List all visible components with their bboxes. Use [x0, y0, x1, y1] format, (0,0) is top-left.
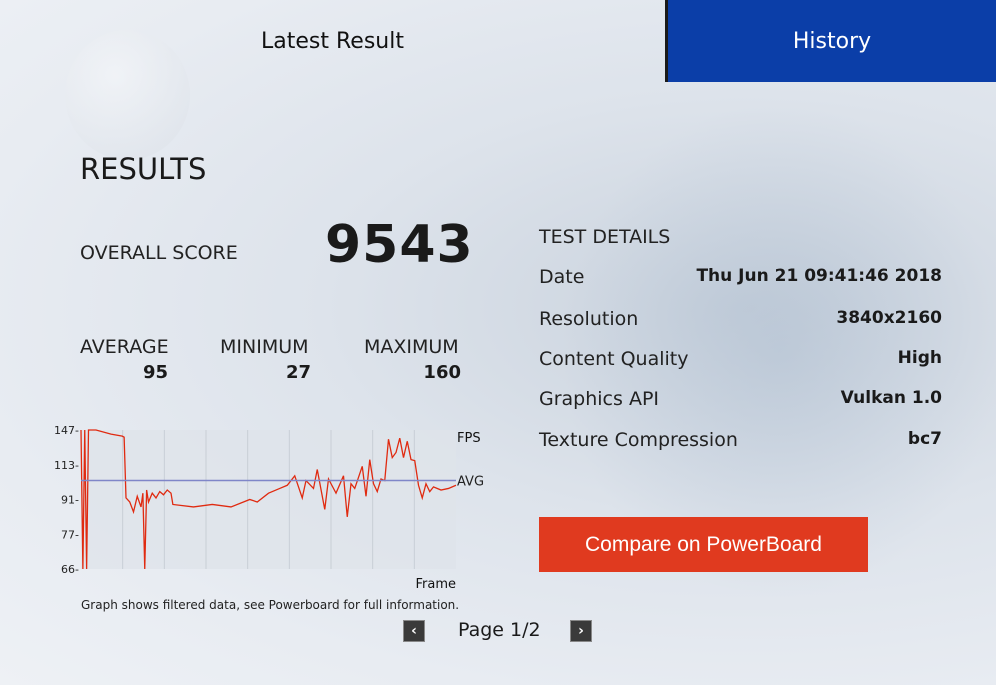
- chevron-right-icon: ›: [578, 623, 584, 639]
- fps-series-line: [80, 429, 457, 570]
- detail-label-date: Date: [539, 266, 585, 288]
- overall-score-value: 9543: [325, 215, 474, 275]
- y-tick-label: 147-: [54, 424, 79, 437]
- detail-value-resolution: 3840x2160: [836, 308, 942, 328]
- balloon-decoration: [65, 30, 190, 160]
- chart-note: Graph shows filtered data, see Powerboar…: [81, 598, 459, 612]
- robot-decoration: [560, 100, 996, 600]
- chevron-left-icon: ‹: [411, 623, 417, 639]
- tab-history[interactable]: History: [665, 0, 996, 82]
- y-tick-label: 113-: [54, 459, 79, 472]
- detail-label-graphics-api: Graphics API: [539, 388, 660, 410]
- detail-label-resolution: Resolution: [539, 308, 639, 330]
- test-details-title: TEST DETAILS: [539, 226, 671, 248]
- page-indicator: Page 1/2: [458, 619, 541, 641]
- avg-label: AVG: [457, 475, 484, 490]
- detail-label-content-quality: Content Quality: [539, 348, 689, 370]
- next-page-button[interactable]: ›: [570, 620, 592, 642]
- detail-value-content-quality: High: [897, 348, 942, 368]
- average-value: 95: [142, 362, 168, 383]
- y-axis-label: FPS: [457, 431, 481, 446]
- minimum-value: 27: [285, 362, 311, 383]
- prev-page-button[interactable]: ‹: [403, 620, 425, 642]
- compare-on-powerboard-button[interactable]: Compare on PowerBoard: [539, 517, 868, 572]
- average-label: AVERAGE: [80, 336, 169, 358]
- detail-value-texture-compression: bc7: [907, 429, 942, 449]
- tab-latest-result[interactable]: Latest Result: [261, 28, 404, 54]
- fps-chart: 147- 113- 91- 77- 66- FPS AVG Frame Graph sh…: [54, 424, 484, 612]
- y-tick-label: 91-: [61, 494, 79, 507]
- detail-value-graphics-api: Vulkan 1.0: [840, 388, 942, 408]
- x-axis-label: Frame: [415, 577, 456, 592]
- maximum-label: MAXIMUM: [364, 336, 459, 358]
- overall-score-label: OVERALL SCORE: [80, 242, 238, 264]
- detail-value-date: Thu Jun 21 09:41:46 2018: [696, 266, 942, 286]
- results-title: RESULTS: [80, 152, 207, 186]
- minimum-label: MINIMUM: [220, 336, 309, 358]
- y-tick-label: 66-: [61, 563, 79, 576]
- maximum-value: 160: [423, 362, 461, 383]
- y-tick-label: 77-: [61, 528, 79, 541]
- plot-area: [81, 430, 456, 569]
- detail-label-texture-compression: Texture Compression: [539, 429, 738, 451]
